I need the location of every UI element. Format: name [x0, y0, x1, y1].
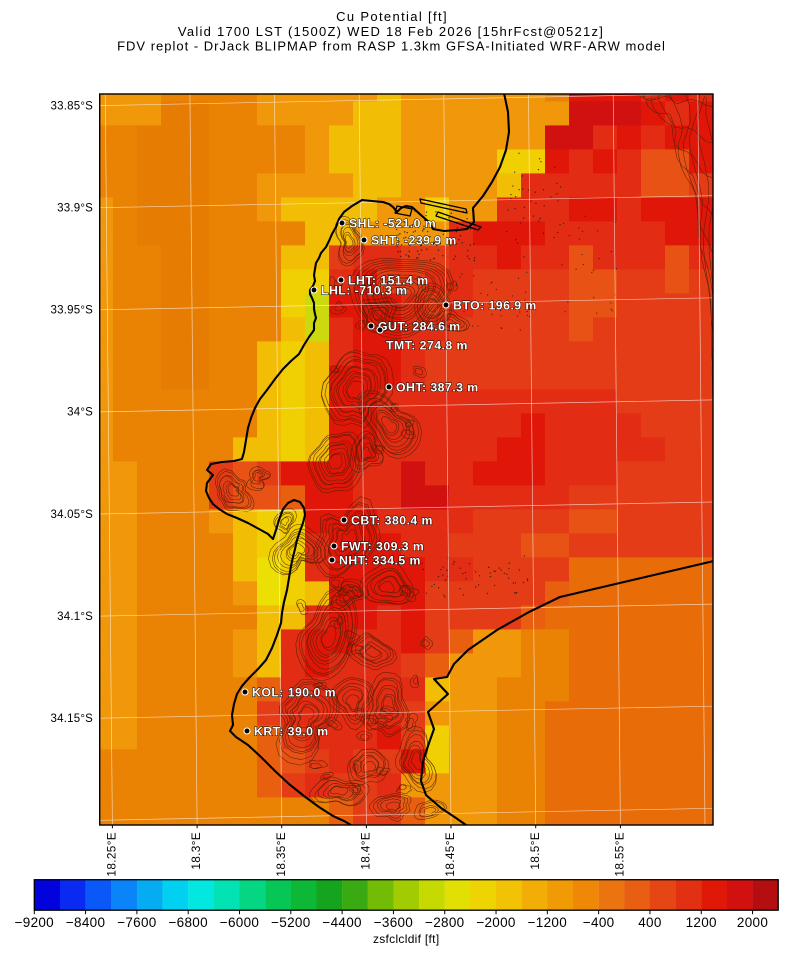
- svg-text:−2000: −2000: [476, 915, 515, 930]
- svg-text:34.15°S: 34.15°S: [51, 713, 94, 725]
- svg-text:SHL: -521.0 m: SHL: -521.0 m: [349, 217, 436, 231]
- svg-text:GUT: 284.6 m: GUT: 284.6 m: [378, 320, 461, 334]
- svg-text:zsfclcldif [ft]: zsfclcldif [ft]: [373, 932, 440, 946]
- svg-text:−400: −400: [583, 915, 615, 930]
- svg-text:33.95°S: 33.95°S: [51, 305, 94, 317]
- svg-text:34.05°S: 34.05°S: [51, 509, 94, 521]
- svg-text:LHT: 151.4 m: LHT: 151.4 m: [348, 274, 429, 288]
- svg-text:SHT: -239.9 m: SHT: -239.9 m: [371, 234, 457, 248]
- svg-text:KRT: 39.0 m: KRT: 39.0 m: [254, 725, 329, 739]
- svg-text:18.35°E: 18.35°E: [274, 832, 288, 877]
- svg-text:18.55°E: 18.55°E: [613, 832, 627, 877]
- svg-text:Cu Potential [ft]: Cu Potential [ft]: [336, 9, 448, 24]
- svg-text:34°S: 34°S: [67, 407, 93, 419]
- svg-text:−4400: −4400: [322, 915, 361, 930]
- svg-text:Valid 1700 LST (1500Z) WED 18: Valid 1700 LST (1500Z) WED 18 Feb 2026 […: [178, 24, 604, 39]
- svg-text:−8400: −8400: [66, 915, 105, 930]
- svg-text:33.85°S: 33.85°S: [51, 100, 94, 112]
- svg-text:CBT: 380.4 m: CBT: 380.4 m: [351, 514, 433, 528]
- svg-text:−7600: −7600: [117, 915, 156, 930]
- svg-text:OHT: 387.3 m: OHT: 387.3 m: [396, 381, 479, 395]
- svg-text:400: 400: [638, 915, 661, 930]
- svg-text:−3600: −3600: [374, 915, 413, 930]
- svg-text:1200: 1200: [686, 915, 717, 930]
- svg-text:LHL: -710.3 m: LHL: -710.3 m: [321, 284, 407, 298]
- svg-text:18.4°E: 18.4°E: [359, 832, 373, 870]
- svg-text:18.3°E: 18.3°E: [189, 832, 203, 870]
- svg-text:18.25°E: 18.25°E: [105, 832, 119, 877]
- svg-text:18.45°E: 18.45°E: [443, 832, 457, 877]
- svg-text:18.5°E: 18.5°E: [528, 832, 542, 870]
- svg-text:TMT: 274.8 m: TMT: 274.8 m: [386, 339, 468, 353]
- svg-text:−2800: −2800: [425, 915, 464, 930]
- svg-text:FWT: 309.3 m: FWT: 309.3 m: [341, 540, 424, 554]
- svg-text:−6800: −6800: [168, 915, 207, 930]
- svg-text:FDV replot - DrJack BLIPMAP fr: FDV replot - DrJack BLIPMAP from RASP 1.…: [117, 39, 666, 54]
- svg-text:2000: 2000: [737, 915, 768, 930]
- svg-text:−9200: −9200: [15, 915, 54, 930]
- svg-text:KOL: 190.0 m: KOL: 190.0 m: [252, 686, 336, 700]
- svg-text:33.9°S: 33.9°S: [57, 203, 93, 215]
- svg-text:NHT: 334.5 m: NHT: 334.5 m: [339, 554, 421, 568]
- svg-text:−6000: −6000: [220, 915, 259, 930]
- svg-text:−5200: −5200: [271, 915, 310, 930]
- svg-text:34.1°S: 34.1°S: [57, 611, 93, 623]
- svg-text:BTO: 196.9 m: BTO: 196.9 m: [453, 299, 537, 313]
- svg-text:−1200: −1200: [528, 915, 567, 930]
